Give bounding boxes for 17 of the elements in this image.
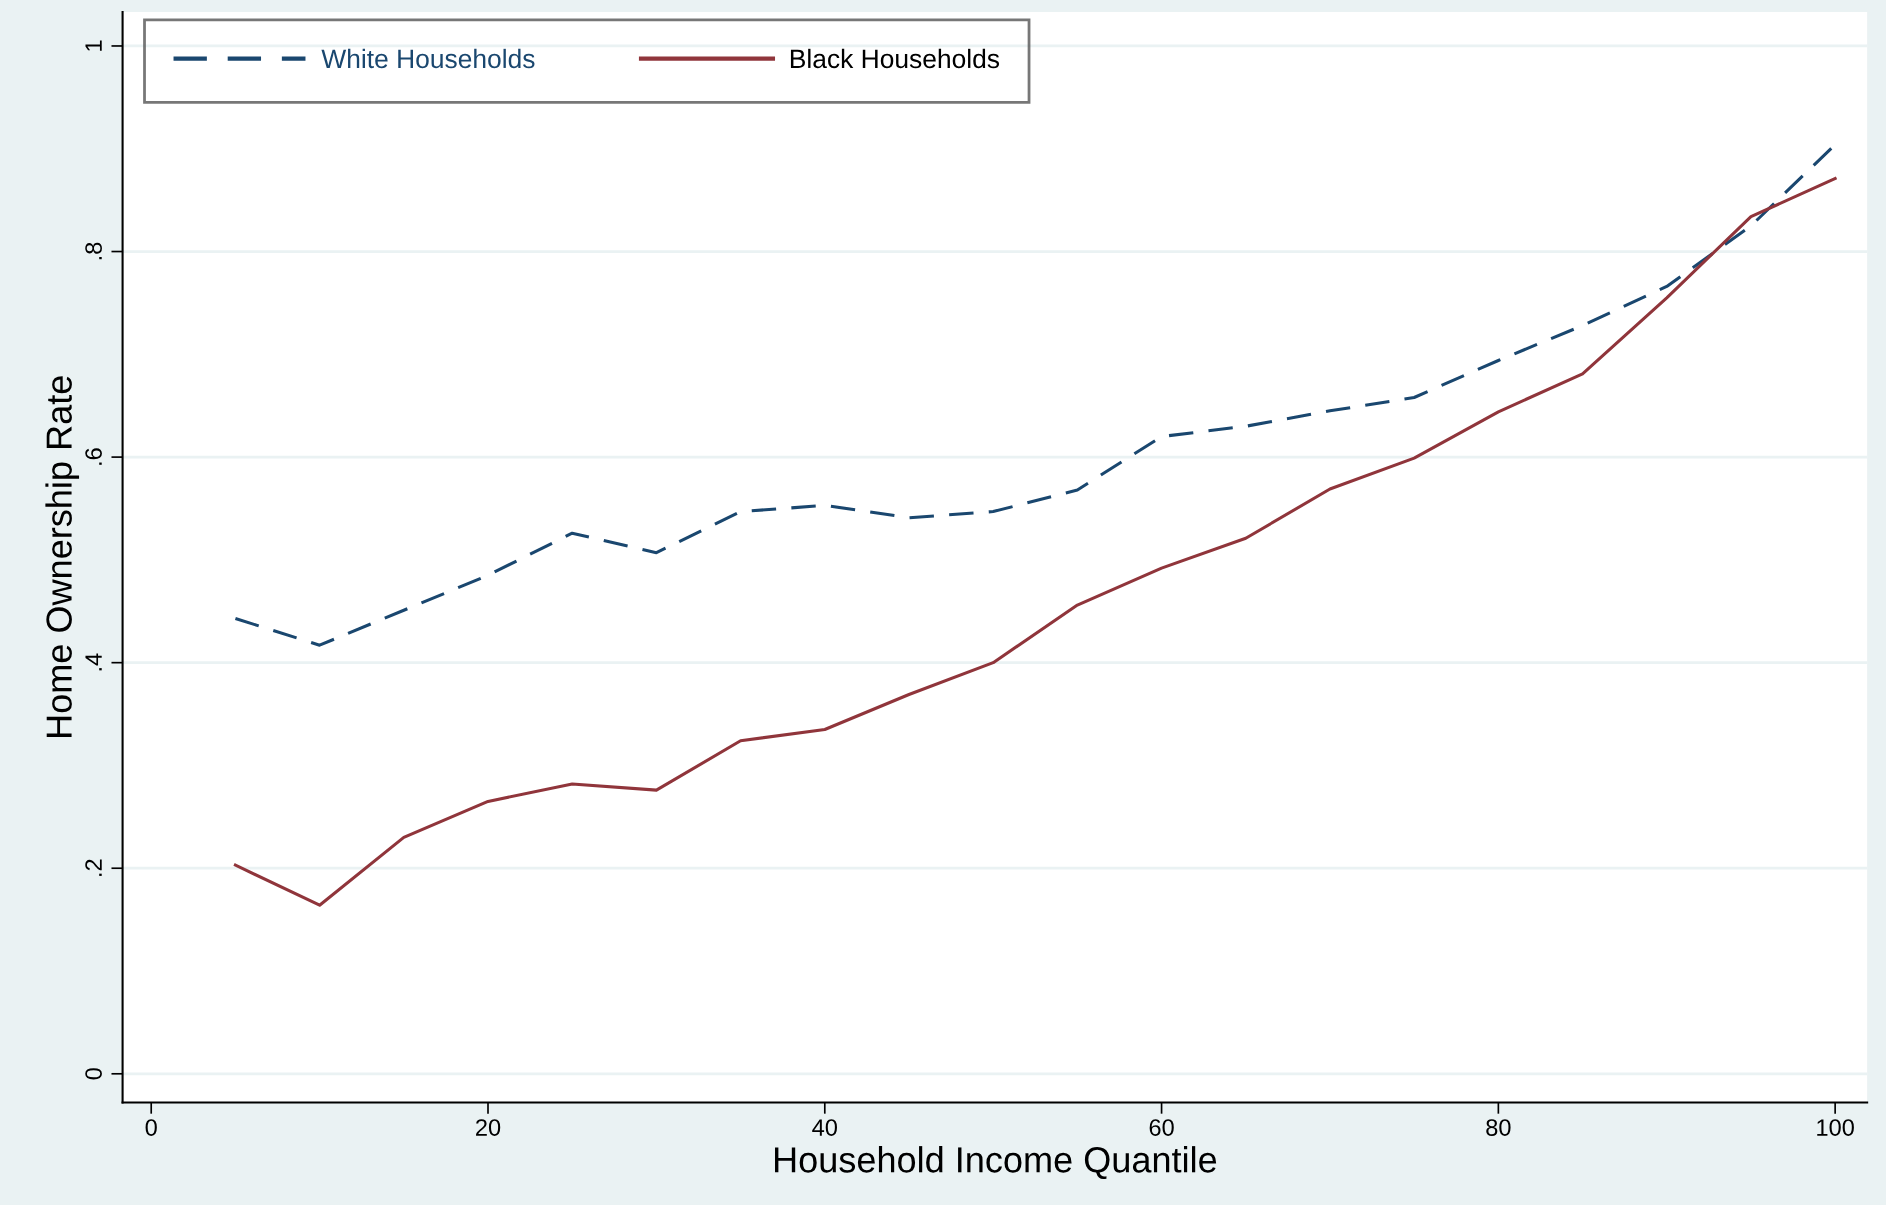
- x-tick-label: 40: [812, 1119, 837, 1136]
- legend-label: Black Households: [790, 48, 1000, 69]
- x-tick-label: 80: [1486, 1119, 1511, 1136]
- x-tick-label: 100: [1817, 1119, 1854, 1136]
- y-tick-label: .8: [85, 242, 102, 260]
- y-tick-label: 0: [85, 1068, 102, 1080]
- x-tick-label: 20: [476, 1119, 501, 1136]
- y-tick-label: .6: [85, 448, 102, 465]
- line-series: [233, 177, 1837, 907]
- x-axis-title: Household Income Quantile: [775, 1146, 1217, 1180]
- text: White Households: [321, 48, 535, 69]
- x-tick-label: 60: [1149, 1119, 1174, 1136]
- y-axis-title: Home Ownership Rate: [45, 376, 80, 737]
- y-tick-label: 1: [85, 40, 102, 51]
- y-tick-label: .4: [85, 653, 102, 671]
- x-tick-label: 0: [145, 1119, 157, 1136]
- y-tick-label: .2: [85, 859, 102, 876]
